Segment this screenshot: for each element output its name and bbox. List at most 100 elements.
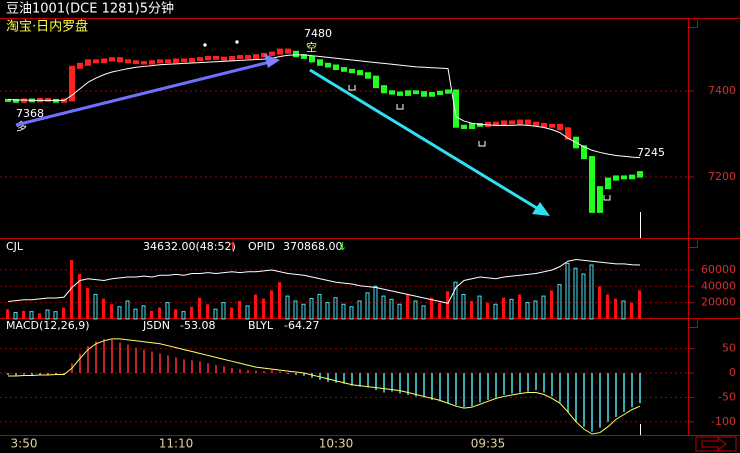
price-bar (445, 89, 451, 94)
opid-line (7, 258, 641, 304)
arrow-up (15, 60, 271, 127)
volume-bar (557, 284, 562, 320)
volume-bar (589, 264, 594, 320)
price-bar (557, 123, 563, 131)
price-bar (157, 59, 163, 64)
volume-bar (238, 301, 241, 319)
price-bar (261, 52, 267, 58)
scroll-button[interactable] (695, 436, 737, 452)
price-bar (181, 58, 187, 63)
price-bar (333, 64, 339, 71)
corner-box (688, 18, 698, 28)
price-bar (365, 72, 371, 79)
indicator-label: 34632.00(48:52) (143, 240, 236, 253)
price-bar (589, 156, 595, 213)
volume-bar (357, 300, 362, 320)
chart-subtitle: 淘宝·日内罗盘 (6, 19, 88, 35)
price-bar (549, 123, 555, 128)
price-bar (325, 62, 331, 68)
price-bar (517, 119, 523, 125)
volume-bar (230, 307, 233, 319)
price-bar (637, 171, 643, 178)
price-bar (85, 59, 91, 66)
indicator-label: ↓ (338, 240, 347, 253)
price-bar (493, 121, 499, 126)
price-bar (13, 98, 19, 103)
price-bar (165, 59, 171, 64)
signal-mark (396, 104, 404, 110)
volume-bar (213, 308, 218, 320)
y-tick-label: 20000 (701, 296, 736, 309)
price-bar (117, 57, 123, 63)
volume-bar (365, 292, 370, 320)
price-bar (501, 120, 507, 126)
price-bar (69, 65, 75, 102)
volume-bar (70, 260, 73, 319)
price-bar (245, 55, 251, 59)
price-bar (109, 57, 115, 62)
signal-dot (235, 40, 239, 44)
volume-bar (6, 309, 9, 319)
volume-bar (598, 286, 601, 319)
signal-mark (478, 141, 486, 147)
volume-bar (397, 303, 402, 320)
x-tick-label: 11:10 (159, 437, 194, 451)
price-bar (285, 48, 291, 54)
volume-bar (438, 302, 441, 319)
price-bar (237, 55, 243, 59)
price-bar (341, 67, 347, 72)
frame (0, 18, 740, 452)
volume-bar (141, 305, 146, 320)
price-bar (133, 60, 139, 65)
price-bar (301, 54, 307, 59)
y-tick-label: 7200 (708, 170, 736, 183)
price-bar (309, 55, 315, 63)
price-bar (605, 177, 611, 190)
volume-bar (254, 294, 257, 319)
price-bar (5, 98, 11, 102)
volume-bar (150, 310, 153, 319)
volume-bar (421, 305, 426, 320)
y-tick-label: 50 (722, 342, 736, 355)
volume-bar (93, 293, 98, 320)
price-bar (229, 55, 235, 61)
volume-bar (389, 298, 394, 320)
volume-bar (525, 302, 530, 320)
price-bar (349, 68, 355, 74)
price-bar (213, 55, 219, 60)
price-bar (397, 91, 403, 96)
signal-mark (603, 195, 611, 201)
price-bar (149, 60, 155, 65)
volume-bar (381, 295, 386, 320)
volume-bar (78, 274, 81, 319)
volume-bar (518, 294, 521, 319)
volume-bar (165, 302, 170, 320)
annotation: 空 (306, 40, 317, 54)
volume-bar (477, 295, 482, 320)
volume-bar (453, 281, 458, 320)
indicator-label: CJL (6, 240, 24, 253)
price-bar (581, 145, 587, 160)
scroll-arrow (701, 437, 727, 451)
price-bar (277, 48, 283, 55)
price-bar (461, 124, 467, 129)
price-bar (269, 51, 275, 56)
volume-bar (309, 298, 314, 320)
volume-bar (181, 311, 186, 320)
indicator-label: OPID (248, 240, 275, 253)
arrow-head (264, 54, 280, 68)
price-bar (421, 91, 427, 97)
price-bar (429, 92, 435, 97)
volume-bar (245, 305, 250, 320)
price-bar (485, 121, 491, 127)
arrow-down (309, 68, 541, 212)
annotation: 7480 (304, 27, 332, 40)
volume-bar (102, 298, 105, 319)
annotation: 多 (16, 119, 27, 133)
corner-box (688, 318, 698, 328)
indicator-label: -64.27 (284, 319, 319, 332)
price-bar (173, 58, 179, 64)
price-bar (437, 90, 443, 96)
